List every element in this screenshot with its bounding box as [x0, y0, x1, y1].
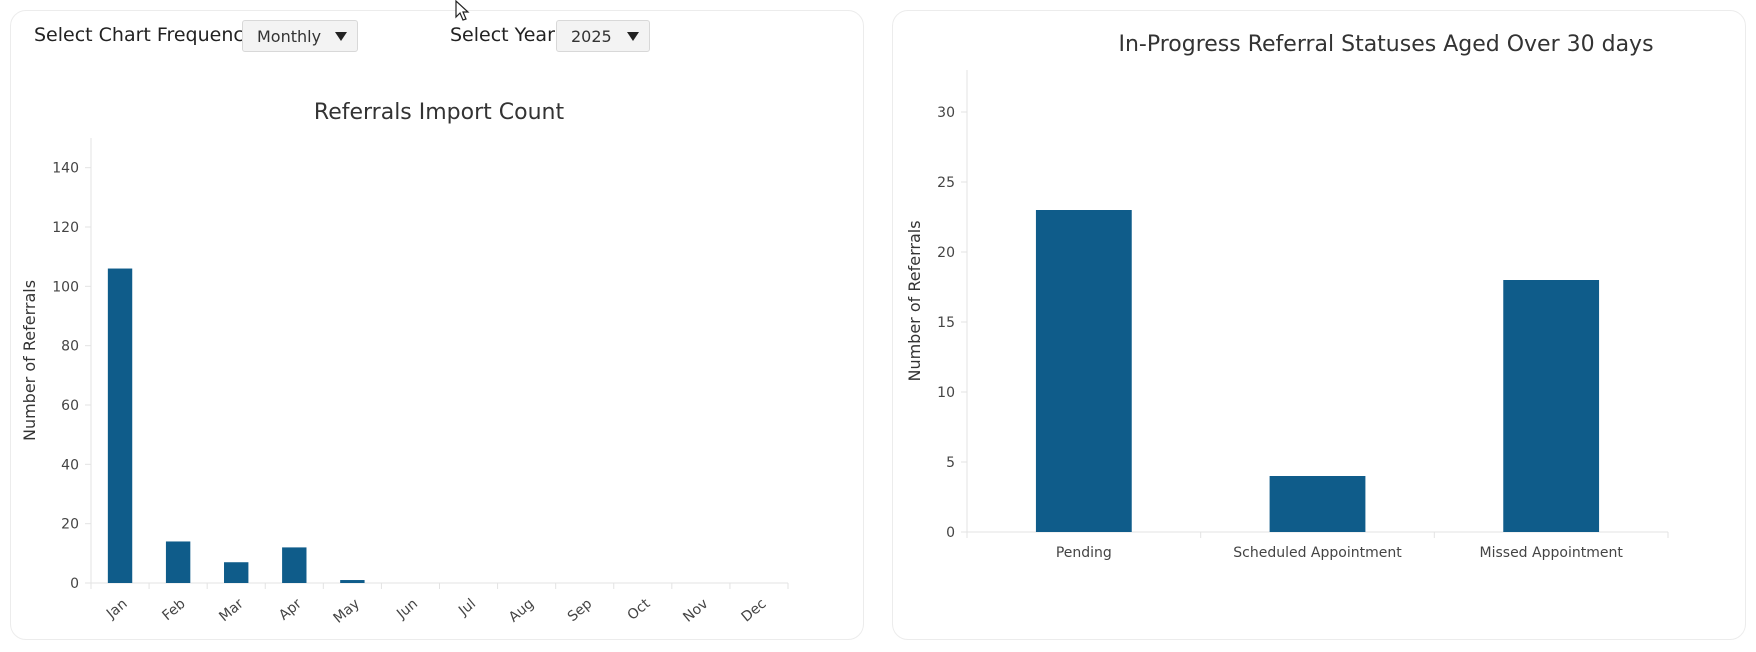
y-tick-label: 140 [52, 161, 79, 177]
bar [1035, 210, 1132, 532]
bar [107, 268, 133, 583]
frequency-select-value: Monthly [257, 26, 322, 46]
x-tick-label: Scheduled Appointment [1233, 545, 1402, 561]
x-tick-label: Missed Appointment [1480, 545, 1624, 561]
frequency-label: Select Chart Frequency: [34, 24, 261, 46]
bar [282, 547, 307, 583]
y-tick-label: 10 [937, 385, 955, 401]
y-tick-label: 30 [937, 105, 955, 121]
y-tick-label: 20 [937, 245, 955, 261]
y-tick-label: 25 [937, 175, 955, 191]
y-tick-label: 15 [937, 315, 955, 331]
dropdown-arrow-icon [335, 32, 347, 41]
dropdown-arrow-icon [627, 32, 639, 41]
mouse-cursor-icon [455, 0, 470, 21]
y-tick-label: 0 [946, 525, 955, 541]
frequency-select[interactable]: Monthly [242, 20, 358, 52]
y-tick-label: 40 [61, 457, 79, 473]
x-tick-label: Pending [1056, 545, 1112, 561]
in-progress-statuses-panel [892, 10, 1746, 640]
year-select[interactable]: 2025 [556, 20, 650, 52]
chart-title: In-Progress Referral Statuses Aged Over … [1118, 32, 1653, 57]
bar [165, 541, 191, 583]
bar [340, 580, 365, 583]
year-select-value: 2025 [571, 26, 612, 46]
bar [224, 562, 249, 583]
y-tick-label: 20 [61, 517, 79, 533]
y-axis-label: Number of Referrals [20, 280, 39, 441]
year-label: Select Year: [450, 24, 561, 46]
referrals-import-panel [10, 10, 864, 640]
y-tick-label: 120 [52, 220, 79, 236]
y-tick-label: 80 [61, 339, 79, 355]
bar [1269, 476, 1366, 532]
y-tick-label: 100 [52, 279, 79, 295]
y-tick-label: 60 [61, 398, 79, 414]
y-tick-label: 5 [946, 455, 955, 471]
bar [1503, 280, 1600, 532]
y-axis-label: Number of Referrals [905, 220, 924, 381]
y-tick-label: 0 [70, 576, 79, 592]
chart-title: Referrals Import Count [314, 100, 565, 125]
